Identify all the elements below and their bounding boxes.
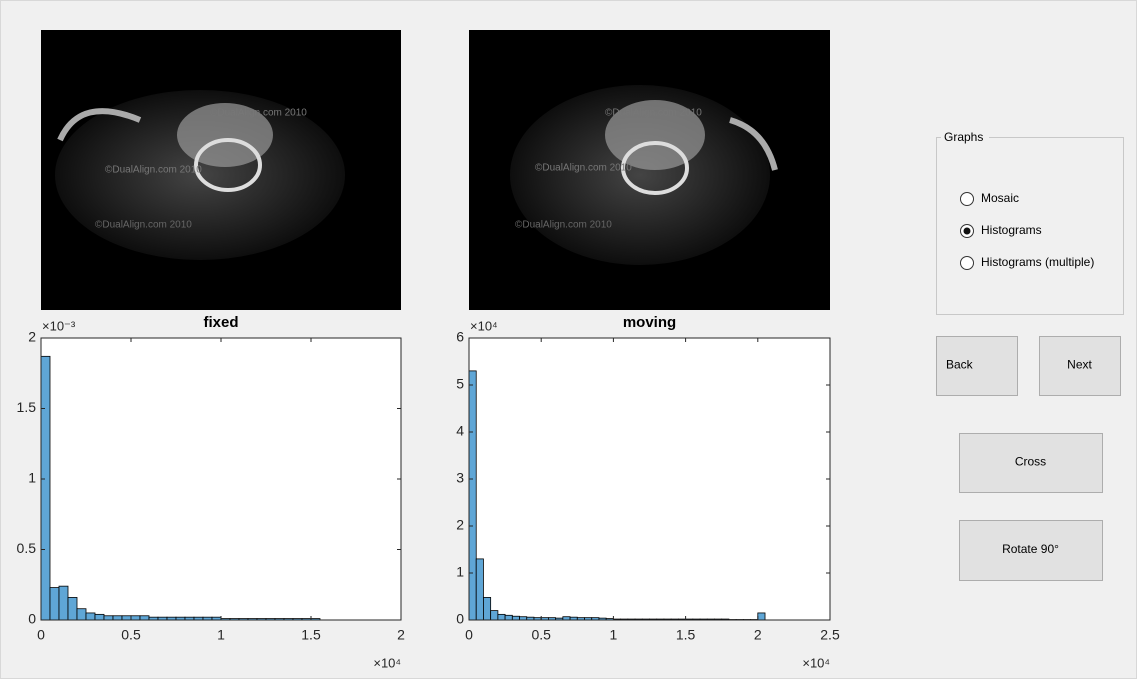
histogram-bar — [67, 597, 78, 621]
x-tick-label: 1.5 — [301, 627, 321, 643]
y-tick-label: 0 — [28, 611, 36, 627]
fixed-image: ©DualAlign.com 2010 ©DualAlign.com 2010 … — [41, 30, 401, 310]
x-tick-label: 1 — [610, 627, 618, 643]
chart-title: moving — [623, 314, 676, 331]
histogram-bar — [757, 612, 766, 621]
y-exponent: ×10⁴ — [470, 318, 498, 333]
y-tick-label: 6 — [456, 329, 464, 345]
button-label[interactable]: Back — [946, 358, 974, 372]
y-tick-label: 2 — [456, 517, 464, 533]
x-tick-label: 0.5 — [121, 627, 141, 643]
histogram-bar — [139, 615, 150, 621]
histogram-bar — [103, 615, 114, 621]
button[interactable] — [959, 433, 1103, 493]
panel-title: Graphs — [944, 130, 983, 144]
moving-image: ©DualAlign.com 2010 ©DualAlign.com 2010 … — [469, 30, 830, 310]
watermark: ©DualAlign.com 2010 — [210, 108, 307, 119]
plot-area — [469, 338, 830, 620]
radio-button[interactable] — [960, 192, 974, 206]
button[interactable] — [959, 520, 1103, 581]
watermark: ©DualAlign.com 2010 — [605, 108, 702, 119]
histogram-bar — [49, 587, 60, 621]
watermark: ©DualAlign.com 2010 — [515, 220, 612, 231]
x-tick-label: 1.5 — [676, 627, 696, 643]
y-tick-label: 1 — [456, 564, 464, 580]
histogram-bar — [490, 610, 499, 621]
x-exponent: ×10⁴ — [373, 655, 401, 670]
button[interactable] — [936, 336, 1018, 396]
histogram-bar — [483, 597, 492, 621]
histogram-bar — [121, 615, 132, 621]
histogram-bar — [58, 585, 69, 621]
histogram-bar — [468, 370, 477, 621]
watermark: ©DualAlign.com 2010 — [95, 220, 192, 231]
x-tick-label: 2 — [397, 627, 405, 643]
histogram-bar — [76, 608, 87, 621]
y-tick-label: 1 — [28, 470, 36, 486]
x-tick-label: 0 — [465, 627, 473, 643]
x-tick-label: 2.5 — [820, 627, 840, 643]
y-exponent: ×10⁻³ — [42, 318, 76, 333]
chart-title: fixed — [203, 314, 238, 331]
radio-label[interactable]: Histograms — [981, 223, 1042, 237]
watermark: ©DualAlign.com 2010 — [105, 165, 202, 176]
button-label[interactable]: Cross — [1015, 455, 1046, 469]
y-tick-label: 3 — [456, 470, 464, 486]
x-tick-label: 0.5 — [531, 627, 551, 643]
button-label[interactable]: Next — [1067, 358, 1092, 372]
y-tick-label: 4 — [456, 423, 464, 439]
histogram-bar — [504, 614, 513, 621]
plot-area — [41, 338, 401, 620]
histogram-bar — [475, 558, 484, 621]
radio-label[interactable]: Mosaic — [981, 191, 1019, 205]
histogram-bar — [497, 613, 506, 621]
histogram-bar — [112, 615, 123, 621]
x-exponent: ×10⁴ — [802, 655, 830, 670]
button-label[interactable]: Rotate 90° — [1002, 542, 1059, 556]
x-tick-label: 1 — [217, 627, 225, 643]
histogram-bar — [40, 355, 51, 621]
button[interactable] — [1039, 336, 1121, 396]
x-tick-label: 2 — [754, 627, 762, 643]
histogram-bar — [94, 613, 105, 621]
y-tick-label: 0 — [456, 611, 464, 627]
graphs-panel: Graphs — [936, 130, 1124, 315]
x-tick-label: 0 — [37, 627, 45, 643]
radio-dot — [963, 227, 971, 235]
histogram-bar — [511, 615, 520, 621]
y-tick-label: 0.5 — [17, 540, 37, 556]
y-tick-label: 2 — [28, 329, 36, 345]
radio-label[interactable]: Histograms (multiple) — [981, 255, 1094, 269]
histogram-bar — [130, 615, 141, 621]
y-tick-label: 5 — [456, 376, 464, 392]
histogram-bar — [85, 612, 96, 621]
y-tick-label: 1.5 — [17, 399, 37, 415]
radio-button[interactable] — [960, 256, 974, 270]
watermark: ©DualAlign.com 2010 — [535, 163, 632, 174]
